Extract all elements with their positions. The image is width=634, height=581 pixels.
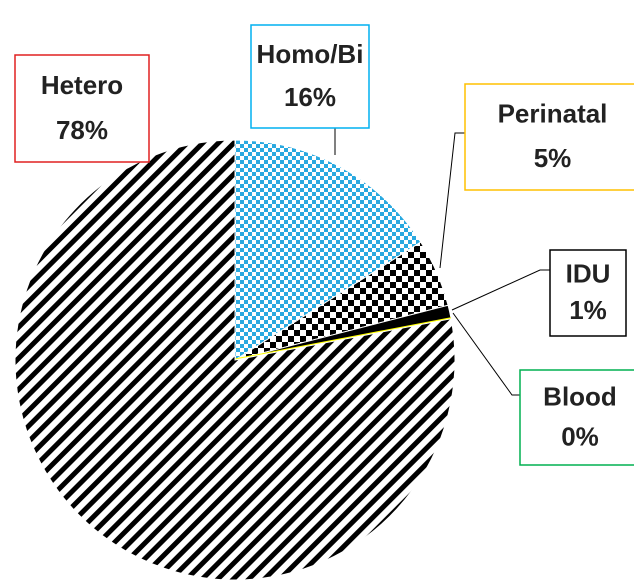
- slice-name: Blood: [543, 381, 617, 411]
- leader-line: [452, 312, 520, 396]
- slice-value: 0%: [561, 421, 599, 451]
- pie: [14, 139, 456, 581]
- slice-name: Perinatal: [498, 99, 608, 129]
- label-box: [14, 54, 150, 163]
- label-box: [549, 249, 627, 337]
- slice-name: Homo/Bi: [257, 39, 364, 69]
- label-box: [250, 24, 370, 129]
- leader-line: [439, 132, 465, 269]
- labels: Homo/Bi 16% Perinatal 5% IDU 1% Blood 0% Hetero 7…: [14, 24, 634, 466]
- slice-value: 16%: [284, 82, 336, 112]
- slice-value: 5%: [534, 143, 572, 173]
- slice-value: 1%: [569, 295, 607, 325]
- label-box: [464, 83, 634, 191]
- slice-name: IDU: [566, 259, 611, 289]
- label-box: [519, 369, 634, 466]
- slice-name: Hetero: [41, 70, 123, 100]
- pie-slice: [234, 139, 422, 361]
- slice-value: 78%: [56, 115, 108, 145]
- leader-line: [451, 269, 550, 311]
- pie-slice: [14, 139, 456, 581]
